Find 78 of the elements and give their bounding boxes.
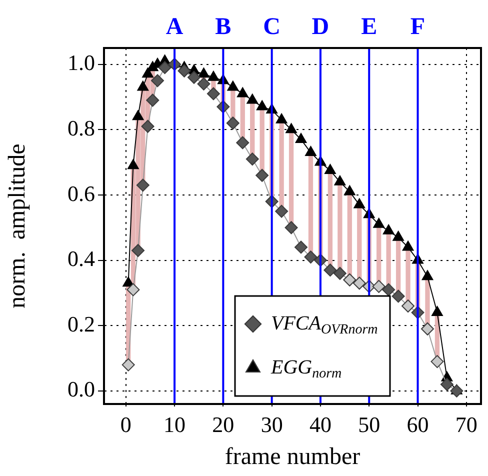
point [256, 100, 268, 110]
point [402, 240, 414, 251]
x-tick-label: 50 [358, 412, 380, 437]
point [132, 110, 144, 120]
point [256, 168, 269, 182]
ref-line-label: B [215, 14, 232, 40]
point [294, 240, 308, 254]
x-tick-label: 10 [164, 412, 186, 437]
point [382, 283, 396, 296]
point [198, 68, 210, 78]
y-tick-label: 1.0 [68, 50, 95, 76]
point [226, 116, 240, 130]
point [136, 178, 150, 192]
point [372, 280, 386, 293]
ref-line-label: D [312, 14, 330, 40]
point [246, 94, 258, 104]
point [420, 322, 434, 336]
y-tick-label: 0.6 [68, 180, 95, 206]
point [382, 224, 394, 234]
ref-line-label: F [410, 14, 426, 40]
x-tick-label: 0 [120, 412, 132, 437]
point [126, 283, 140, 296]
point [158, 61, 172, 74]
point [334, 175, 346, 186]
point [227, 80, 239, 91]
point [236, 87, 248, 98]
point [344, 185, 356, 196]
point [432, 306, 443, 316]
point [275, 204, 288, 218]
point [333, 266, 346, 280]
y-tick-label: 0.2 [68, 311, 95, 336]
point [392, 230, 404, 241]
point [127, 159, 139, 170]
point [151, 74, 164, 88]
ref-line-label: A [166, 14, 184, 40]
y-tick-label: 0.4 [68, 246, 95, 272]
point [137, 80, 149, 91]
point [354, 198, 366, 208]
point [141, 120, 154, 133]
point [422, 270, 434, 280]
point [343, 273, 356, 286]
y-tick-label: 0.8 [68, 115, 95, 140]
point [246, 152, 259, 166]
point [206, 87, 220, 100]
point [236, 136, 250, 150]
point [178, 64, 191, 78]
point [276, 113, 288, 124]
y-axis-title: norm. amplitude [4, 144, 31, 308]
x-tick-label: 30 [260, 412, 283, 437]
point [402, 300, 415, 313]
point [295, 132, 307, 143]
point [286, 123, 297, 134]
point [187, 70, 200, 84]
point [142, 68, 154, 78]
point [132, 244, 145, 257]
point [324, 164, 336, 174]
point [305, 146, 316, 156]
x-tick-label: 70 [455, 412, 478, 437]
point [284, 221, 298, 234]
point [373, 218, 385, 228]
point [208, 70, 220, 81]
ref-line-label: C [263, 14, 280, 40]
x-axis-title: frame number [224, 444, 360, 470]
point [146, 94, 160, 107]
ref-line-label: E [361, 14, 378, 40]
point [450, 384, 464, 398]
point [430, 355, 444, 368]
point [440, 378, 454, 391]
point [304, 250, 318, 264]
point [352, 276, 366, 290]
point [197, 77, 210, 90]
point [324, 264, 337, 277]
point [392, 290, 405, 303]
y-tick-label: 0.0 [68, 376, 95, 402]
x-tick-label: 40 [309, 412, 332, 437]
point [122, 358, 135, 372]
x-tick-label: 20 [212, 412, 234, 437]
x-tick-label: 60 [406, 412, 429, 437]
